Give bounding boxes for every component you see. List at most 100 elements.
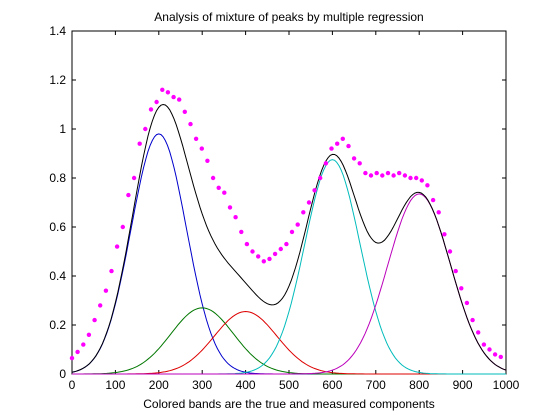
measured-point [470,317,475,323]
measured-point [239,229,244,235]
measured-point [385,170,391,176]
measured-point [199,146,204,151]
measured-point [109,268,114,274]
x-tick-label: 1000 [493,378,520,392]
y-tick-label: 0.4 [49,269,66,283]
measured-point [143,126,148,132]
measured-point [318,175,323,181]
x-tick-label: 600 [322,378,342,392]
measured-point [363,170,368,176]
measured-points [69,87,503,361]
y-tick-label: 1.2 [49,73,66,87]
y-tick-label: 0 [59,367,66,381]
y-tick-label: 0.2 [49,318,66,332]
measured-point [323,161,329,166]
measured-point [357,161,362,166]
measured-point [408,175,413,181]
x-tick-label: 900 [453,378,473,392]
measured-point [380,173,385,178]
measured-point [453,268,458,274]
x-axis: 0 100 200 300 400 500 600 700 800 900 1000 [69,31,520,392]
x-axis-label: Colored bands are the true and measured … [143,397,435,411]
y-tick-label: 1 [59,122,66,136]
x-tick-label: 800 [409,378,429,392]
measured-point [430,197,436,203]
measured-point [351,156,357,161]
measured-point [81,342,86,347]
measured-point [329,146,334,151]
measured-point [165,90,171,95]
measured-point [250,249,255,254]
measured-point [75,349,80,355]
x-tick-label: 300 [192,378,212,392]
measured-point [419,178,424,183]
measured-point [92,317,97,323]
measured-point [481,342,487,347]
measured-point [284,241,289,247]
measured-point [346,143,351,149]
measured-point [256,254,261,259]
measured-point [459,286,464,291]
measured-point [414,175,419,181]
chart-title: Analysis of mixture of peaks by multiple… [154,10,423,24]
measured-point [182,109,187,115]
measured-point [154,99,159,105]
measured-point [227,205,233,210]
measured-point [476,330,481,335]
y-tick-label: 0.6 [49,220,66,234]
measured-point [368,173,374,178]
x-tick-label: 700 [366,378,386,392]
measured-point [464,300,470,306]
measured-point [216,185,221,190]
measured-point [312,188,317,193]
fitted-sum-curve-group [71,103,507,373]
measured-point [233,215,238,220]
measured-point [272,251,278,257]
measured-point [120,224,126,230]
x-tick-label: 200 [149,378,169,392]
measured-point [436,210,441,215]
x-tick-label: 100 [105,378,125,392]
measured-point [114,244,120,249]
y-axis: 0 0.2 0.4 0.6 0.8 1 1.2 1.4 [49,24,506,381]
measured-point [340,136,345,141]
x-tick-label: 0 [69,378,76,392]
measured-point [295,222,300,227]
measured-point [442,232,447,237]
measured-point [487,347,492,352]
measured-point [306,200,312,205]
fitted-sum-curve [71,103,507,373]
measured-point [425,183,430,188]
measured-point [278,246,283,252]
x-tick-label: 500 [279,378,299,392]
measured-point [160,87,165,93]
measured-point [335,141,340,146]
measured-point [131,175,137,181]
measured-point [86,332,92,337]
measured-point [261,259,266,264]
measured-point [391,173,396,178]
measured-point [205,158,210,163]
measured-point [148,107,154,112]
y-tick-label: 1.4 [49,24,66,38]
measured-point [126,192,131,198]
y-tick-label: 0.8 [49,171,66,185]
measured-point [103,288,109,293]
measured-point [222,190,227,195]
measured-point [267,256,272,262]
measured-point [193,136,199,141]
measured-point [137,141,142,146]
measured-point [98,303,103,308]
measured-point [492,352,498,357]
measured-point [498,354,503,360]
measured-point [402,173,408,178]
measured-point [69,355,75,361]
measured-point [289,229,295,235]
measured-point [244,241,250,247]
measured-point [210,175,216,181]
x-tick-label: 400 [236,378,256,392]
measured-point [397,170,402,176]
measured-point [447,249,453,254]
